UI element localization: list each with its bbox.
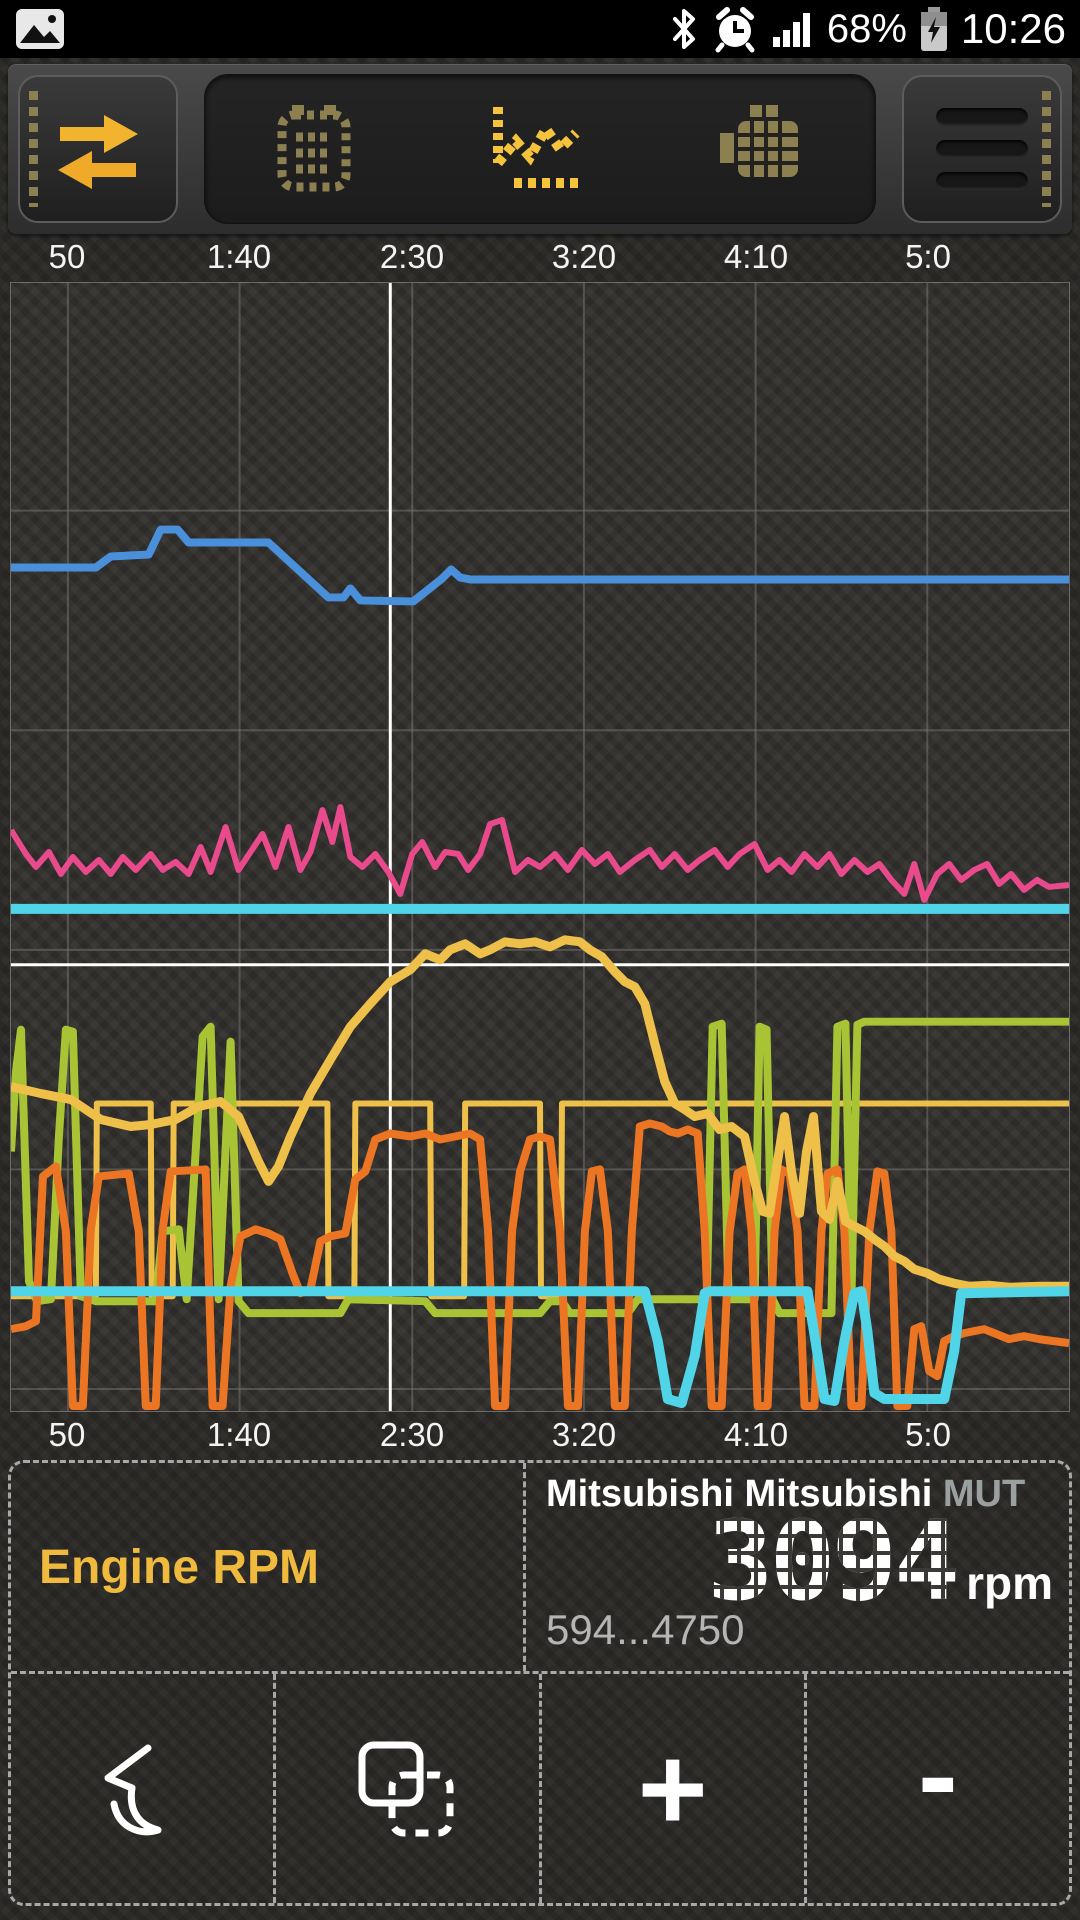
axis-tick-1:40: 1:40 [206,238,272,275]
series-pink [11,804,1069,903]
pid-unit: rpm [966,1557,1053,1609]
series-cyan-lower [11,1286,1069,1409]
duplicate-icon [358,1741,454,1836]
status-bar: 68% 10:26 [0,0,1080,58]
zoom-out-button[interactable]: - [803,1674,1069,1903]
time-axis-bottom: 50 1:40 2:30 3:20 4:10 5:0 [0,1412,1080,1460]
control-row: + - [11,1671,1069,1903]
signal-icon [772,13,810,47]
dot-strip [29,91,38,207]
chart-area[interactable] [10,282,1070,1412]
engine-view-icon[interactable] [710,99,814,199]
table-view-icon[interactable] [266,99,362,199]
undo-button[interactable] [11,1674,273,1903]
axis-tick-5:0: 5:0 [905,1416,951,1453]
minus-icon: - [917,1707,958,1842]
axis-tick-4:10: 4:10 [723,1416,789,1453]
chart-view-icon[interactable] [484,99,588,199]
zoom-in-button[interactable]: + [538,1674,804,1903]
source-protocol: MUT [942,1473,1026,1515]
bluetooth-icon [672,9,695,49]
gallery-icon [16,9,64,49]
axis-tick-3:20: 3:20 [551,238,617,275]
chart-canvas [11,283,1069,1411]
hamburger-icon [936,108,1028,190]
pid-panel: Engine RPM Mitsubishi Mitsubishi MUT 309… [8,1460,1072,1906]
dot-strip [1042,91,1051,207]
duplicate-button[interactable] [273,1674,538,1903]
alarm-icon [715,7,755,53]
axis-tick-4:10: 4:10 [723,238,789,275]
menu-button[interactable] [902,75,1062,223]
plus-icon: + [637,1721,708,1856]
pid-title: Engine RPM [39,1540,320,1594]
view-switcher [204,74,876,224]
battery-charging-icon [920,7,947,51]
axis-tick-50: 50 [48,1416,86,1453]
axis-tick-50: 50 [48,238,86,275]
series-orange [11,1119,1069,1411]
swap-view-button[interactable] [18,75,178,223]
pid-info-row: Engine RPM Mitsubishi Mitsubishi MUT 309… [11,1463,1069,1671]
undo-icon [104,1744,162,1835]
clock: 10:26 [960,5,1066,52]
pid-value-cell[interactable]: Mitsubishi Mitsubishi MUT 3094 rpm 594..… [523,1463,1069,1671]
axis-tick-2:30: 2:30 [379,238,445,275]
pid-range: 594...4750 [546,1605,745,1653]
battery-percent: 68% [826,6,907,51]
axis-tick-3:20: 3:20 [551,1416,617,1453]
swap-arrows-icon [58,115,138,189]
series-blue [11,525,1069,606]
series-engine-rpm [11,935,1069,1292]
pid-current-value: 3094 [707,1497,957,1625]
axis-tick-2:30: 2:30 [379,1416,445,1453]
time-axis-top: 50 1:40 2:30 3:20 4:10 5:0 [0,234,1080,282]
axis-tick-1:40: 1:40 [206,1416,272,1453]
toolbar [8,64,1072,234]
axis-tick-5:0: 5:0 [905,238,951,275]
pid-title-cell[interactable]: Engine RPM [11,1463,523,1671]
